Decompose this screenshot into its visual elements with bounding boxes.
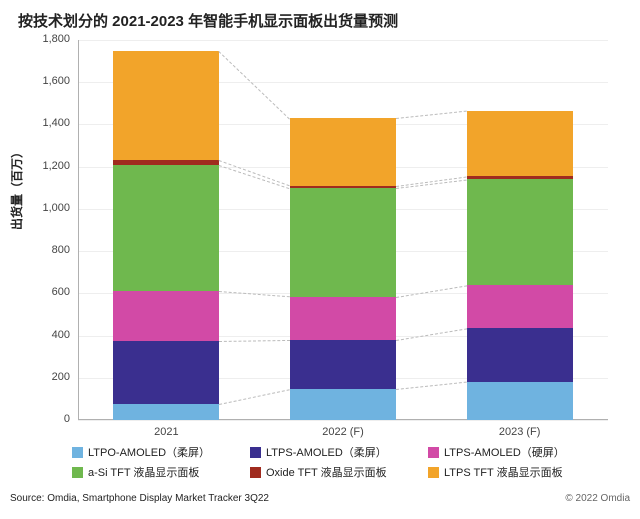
y-tick: 400: [20, 329, 70, 341]
y-tick: 200: [20, 371, 70, 383]
legend-label: LTPO-AMOLED（柔屏）: [88, 444, 210, 460]
copyright-text: © 2022 Omdia: [565, 493, 630, 504]
legend-item: LTPS-AMOLED（硬屏）: [428, 444, 588, 460]
legend-swatch: [250, 447, 261, 458]
y-tick: 1,000: [20, 202, 70, 214]
page-title: 按技术划分的 2021-2023 年智能手机显示面板出货量预测: [18, 10, 398, 31]
plot-area: [78, 40, 608, 420]
bar-segment-LTPO-AMOLED: [290, 389, 396, 420]
legend-item: a-Si TFT 液晶显示面板: [72, 464, 232, 480]
bar-segment-LTPS-TFT: [467, 111, 573, 176]
y-tick: 600: [20, 286, 70, 298]
bar-segment-LTPO-AMOLED: [467, 382, 573, 420]
bar-segment-aSi-TFT: [290, 188, 396, 297]
bar-segment-LTPS-AMOLED-F: [113, 341, 219, 404]
legend-label: LTPS-AMOLED（硬屏）: [444, 444, 565, 460]
bar-group: [467, 40, 573, 420]
connector: [219, 160, 290, 186]
legend-label: Oxide TFT 液晶显示面板: [266, 464, 387, 480]
legend-swatch: [428, 467, 439, 478]
x-tick: 2021: [154, 426, 178, 438]
connector: [396, 285, 467, 298]
bar-group: [113, 40, 219, 420]
bar-segment-LTPS-AMOLED-R: [113, 291, 219, 341]
y-tick: 1,600: [20, 75, 70, 87]
y-tick: 800: [20, 244, 70, 256]
bar-segment-Oxide-TFT: [467, 176, 573, 179]
y-tick: 1,400: [20, 117, 70, 129]
x-tick: 2023 (F): [499, 426, 541, 438]
legend-label: a-Si TFT 液晶显示面板: [88, 464, 199, 480]
connector: [396, 176, 467, 186]
bar-segment-Oxide-TFT: [290, 186, 396, 188]
bar-segment-LTPS-AMOLED-F: [290, 340, 396, 390]
connector: [396, 179, 467, 188]
y-axis-label: 出货量（百万）: [8, 146, 25, 230]
y-tick: 0: [20, 413, 70, 425]
legend-swatch: [72, 467, 83, 478]
connector: [219, 291, 290, 297]
legend-swatch: [72, 447, 83, 458]
legend-item: LTPS-AMOLED（柔屏）: [250, 444, 410, 460]
chart-container: 按技术划分的 2021-2023 年智能手机显示面板出货量预测 出货量（百万） …: [0, 0, 640, 519]
bar-segment-Oxide-TFT: [113, 160, 219, 164]
x-tick: 2022 (F): [322, 426, 364, 438]
connector: [219, 389, 290, 405]
connector: [219, 51, 290, 119]
bar-segment-LTPS-AMOLED-R: [290, 297, 396, 340]
bar-segment-LTPS-AMOLED-F: [467, 328, 573, 382]
bar-group: [290, 40, 396, 420]
connector: [396, 382, 467, 390]
legend-swatch: [428, 447, 439, 458]
y-tick: 1,800: [20, 33, 70, 45]
connector: [396, 111, 467, 119]
legend: LTPO-AMOLED（柔屏） LTPS-AMOLED（柔屏） LTPS-AMOLE…: [72, 444, 612, 484]
source-text: Source: Omdia, Smartphone Display Market…: [10, 493, 269, 504]
bar-segment-LTPS-TFT: [113, 51, 219, 161]
connector: [219, 340, 290, 342]
bar-segment-aSi-TFT: [113, 165, 219, 292]
y-tick: 1,200: [20, 160, 70, 172]
legend-swatch: [250, 467, 261, 478]
gridline: [78, 420, 608, 421]
bar-segment-aSi-TFT: [467, 179, 573, 285]
legend-item: LTPO-AMOLED（柔屏）: [72, 444, 232, 460]
legend-item: Oxide TFT 液晶显示面板: [250, 464, 410, 480]
legend-label: LTPS-AMOLED（柔屏）: [266, 444, 387, 460]
legend-label: LTPS TFT 液晶显示面板: [444, 464, 563, 480]
connector: [396, 328, 467, 341]
legend-item: LTPS TFT 液晶显示面板: [428, 464, 588, 480]
connector: [219, 165, 290, 189]
bar-segment-LTPS-TFT: [290, 118, 396, 186]
bar-segment-LTPO-AMOLED: [113, 404, 219, 420]
bar-segment-LTPS-AMOLED-R: [467, 285, 573, 328]
